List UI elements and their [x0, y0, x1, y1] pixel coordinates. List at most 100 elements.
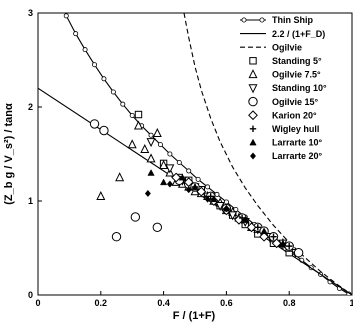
- data-point: [159, 178, 168, 186]
- legend: Thin Ship 2.2 / (1+F_D) Ogilvie Standing 5°…: [240, 15, 327, 161]
- legend-label: Wigley hull: [272, 124, 319, 134]
- data-point: [146, 138, 156, 148]
- data-point: [129, 112, 135, 118]
- data-point: [286, 242, 293, 250]
- legend-label: Karion 20°: [272, 110, 317, 120]
- data-point: [133, 120, 143, 130]
- legend-item: Larrarte 10°: [249, 138, 323, 148]
- data-point: [82, 47, 88, 53]
- legend-swatch: [259, 17, 265, 23]
- data-point: [196, 186, 207, 197]
- x-tick-label: 1: [349, 298, 353, 308]
- data-point: [101, 76, 107, 82]
- data-point: [92, 62, 98, 68]
- legend-item: Ogilvie 15°: [248, 96, 319, 107]
- data-point: [254, 224, 261, 231]
- data-point: [242, 216, 249, 224]
- legend-label: Standing 10°: [272, 83, 327, 93]
- legend-swatch: [249, 57, 257, 65]
- data-point: [195, 176, 201, 182]
- legend-label: Ogilvie 7.5°: [272, 70, 321, 80]
- series-ogilvie: [183, 13, 352, 295]
- data-point: [246, 222, 257, 233]
- data-point: [99, 125, 109, 136]
- data-point: [223, 199, 229, 205]
- data-point: [146, 153, 156, 163]
- legend-swatch: [248, 69, 258, 79]
- legend-label: Ogilvie: [272, 42, 302, 52]
- series-layer: [38, 13, 352, 295]
- legend-item: Standing 10°: [248, 83, 327, 94]
- data-point: [96, 190, 106, 200]
- data-point: [166, 180, 173, 188]
- data-point: [111, 232, 122, 242]
- y-tick-label: 1: [28, 196, 33, 206]
- data-point: [191, 183, 199, 190]
- data-point: [178, 173, 187, 181]
- data-point: [228, 211, 238, 221]
- data-point: [157, 142, 163, 148]
- y-tick-label: 2: [28, 102, 33, 112]
- data-point: [130, 212, 141, 222]
- x-axis-ticks: 0 0.2 0.4 0.6 0.8 1: [35, 291, 353, 308]
- data-point: [210, 195, 218, 203]
- legend-label: 2.2 / (1+F_D): [272, 29, 325, 39]
- legend-swatch: [248, 84, 258, 94]
- legend-item: Ogilvie 7.5°: [248, 69, 321, 80]
- data-point: [171, 172, 182, 183]
- x-tick-label: 0.4: [157, 298, 170, 308]
- y-axis-title: (Z_b g / V_s²) / tanα: [3, 103, 15, 205]
- legend-item: Karion 20°: [248, 110, 317, 121]
- data-point: [207, 193, 214, 200]
- data-point: [89, 119, 100, 129]
- legend-label: Larrarte 10°: [272, 138, 323, 148]
- y-tick-label: 0: [28, 290, 33, 300]
- data-point: [293, 248, 304, 258]
- data-point: [134, 110, 143, 119]
- data-point: [127, 139, 137, 149]
- legend-swatch: [248, 96, 258, 107]
- legend-item: Wigley hull: [249, 124, 319, 134]
- data-point: [147, 169, 155, 176]
- plot-frame: [37, 12, 353, 296]
- legend-swatch: [249, 125, 257, 132]
- legend-swatch: [249, 152, 257, 160]
- legend-item: Ogilvie: [240, 42, 302, 52]
- data-point: [159, 159, 169, 169]
- legend-item: Thin Ship: [240, 15, 313, 25]
- data-point: [270, 233, 277, 240]
- legend-swatch: [248, 110, 258, 121]
- data-point: [223, 204, 230, 213]
- data-point: [140, 143, 150, 153]
- data-point: [185, 186, 192, 194]
- legend-swatch: [249, 138, 257, 146]
- data-point: [148, 132, 154, 138]
- data-point: [165, 164, 175, 174]
- data-point: [144, 189, 151, 198]
- data-point: [152, 128, 162, 138]
- data-point: [186, 168, 192, 174]
- legend-item: Larrarte 20°: [249, 151, 323, 161]
- data-point: [204, 195, 211, 203]
- data-point: [205, 184, 211, 190]
- data-point: [271, 238, 282, 249]
- y-axis-ticks: 0 1 2 3: [28, 8, 42, 300]
- data-point: [152, 222, 163, 233]
- legend-swatch: [241, 17, 247, 23]
- x-axis-title: F / (1+F): [173, 310, 216, 322]
- x-tick-label: 0.2: [95, 298, 108, 308]
- data-point: [215, 202, 225, 212]
- data-point: [279, 239, 287, 247]
- data-point: [259, 231, 269, 242]
- data-point: [115, 172, 125, 182]
- legend-label: Standing 5°: [272, 56, 322, 66]
- data-point: [73, 31, 79, 37]
- legend-label: Larrarte 20°: [272, 151, 323, 161]
- y-tick-label: 3: [28, 8, 33, 18]
- x-tick-label: 0.6: [220, 298, 233, 308]
- data-point: [120, 101, 126, 107]
- plot-area: [37, 12, 353, 296]
- data-point: [63, 13, 69, 19]
- x-tick-label: 0: [35, 298, 40, 308]
